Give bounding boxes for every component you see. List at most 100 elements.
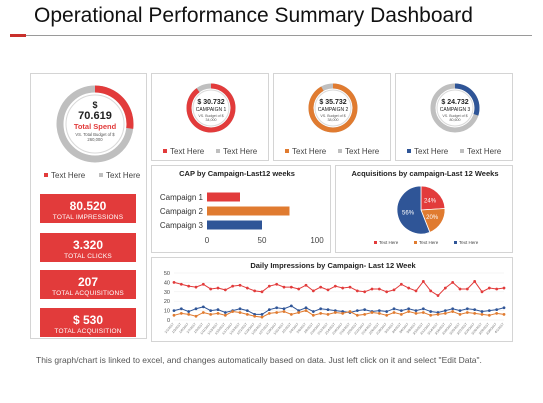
x-tick-label: 3/2/2017 — [384, 322, 395, 334]
data-point — [326, 308, 330, 312]
data-point — [399, 282, 403, 286]
gauge-value: $ 30.732 — [197, 99, 224, 106]
data-point — [223, 313, 227, 317]
kpi-value: 80.520 — [69, 199, 107, 213]
data-point — [238, 307, 242, 311]
data-point — [245, 312, 249, 316]
data-point — [436, 294, 440, 297]
data-point — [326, 288, 330, 292]
bar-category-label: Campaign 1 — [160, 193, 204, 202]
data-point — [377, 309, 381, 312]
data-point — [363, 308, 367, 312]
gauge-inner — [436, 89, 474, 127]
acquisitions-pie-chart: Acquisitions by campaign-Last 12 Weeks 24… — [352, 169, 499, 245]
kpi-label: TOTAL ACQUISITION — [54, 328, 122, 335]
data-point — [216, 312, 220, 315]
x-tick-label: 1/7/2017 — [186, 322, 197, 334]
gauge-inner — [314, 89, 352, 127]
y-tick-label: 40 — [164, 280, 170, 286]
kpi-label: TOTAL IMPRESSIONS — [52, 214, 124, 221]
legend-label: Text Here — [419, 240, 439, 245]
data-point — [201, 305, 205, 309]
data-point — [502, 306, 506, 310]
gauge-fill — [186, 83, 236, 133]
data-point — [267, 308, 271, 312]
data-point — [502, 286, 506, 290]
data-point — [245, 286, 249, 290]
data-point — [348, 310, 352, 313]
x-tick-label: 3/8/2017 — [406, 322, 417, 334]
bar — [207, 206, 290, 216]
data-point — [421, 280, 425, 283]
data-point — [495, 312, 499, 315]
data-point — [421, 307, 425, 311]
y-tick-label: 30 — [164, 290, 170, 296]
data-point — [187, 284, 191, 288]
legend-label: Text Here — [345, 147, 380, 156]
data-point — [297, 287, 301, 291]
legend-label: Text Here — [414, 147, 449, 156]
data-point — [209, 309, 213, 312]
y-tick-label: 0 — [167, 318, 170, 324]
data-point — [289, 304, 293, 308]
data-point — [209, 287, 213, 291]
data-point — [201, 282, 205, 286]
data-point — [304, 283, 308, 287]
data-point — [480, 290, 484, 294]
x-tick-label: 1/5/2017 — [178, 322, 189, 334]
x-tick-label: 1/1/2017 — [164, 322, 175, 334]
legend-swatch-gray — [99, 173, 103, 177]
data-point — [260, 312, 264, 316]
data-point — [487, 286, 491, 290]
data-point — [194, 307, 198, 311]
gauge-sub2: 38,000 — [328, 118, 339, 122]
data-point — [385, 290, 389, 294]
legend-swatch — [338, 149, 342, 153]
data-point — [377, 312, 381, 315]
data-point — [282, 285, 286, 289]
y-tick-label: 20 — [164, 299, 170, 305]
data-point — [436, 312, 440, 316]
data-point — [385, 313, 389, 317]
bar-category-label: Campaign 2 — [160, 207, 204, 216]
total-spend-gauge-fill — [94, 85, 134, 129]
data-point — [216, 286, 220, 290]
kpi-total-acquisitions: 207 TOTAL ACQUISITIONS — [40, 270, 136, 299]
legend-swatch — [414, 241, 417, 244]
bar — [207, 192, 240, 202]
data-point — [355, 313, 359, 317]
gauge-sub1: VS. Budget of $ — [320, 114, 345, 118]
kpi-total-clicks: 3.320 TOTAL CLICKS — [40, 233, 136, 262]
campaign-3-panel: $ 24.732 CAMPAIGN 3 VS. Budget of $80,600 T… — [395, 73, 513, 161]
chart-title: CAP by Campaign-Last12 weeks — [179, 169, 295, 178]
series-line — [173, 305, 505, 315]
data-point — [187, 312, 191, 316]
campaign-1-panel: $ 30.732 CAMPAIGN 1 VS. Budget of $34,000 T… — [151, 73, 269, 161]
legend-label: Text Here — [170, 147, 205, 156]
campaign-2-panel: $ 35.732 CAMPAIGN 2 VS. Budget of $38,000 T… — [273, 73, 391, 161]
footer-note: This graph/chart is linked to excel, and… — [36, 355, 482, 365]
data-point — [385, 310, 389, 313]
legend-swatch-red — [44, 173, 48, 177]
data-point — [429, 313, 433, 317]
kpi-total-acquisition-cost: $ 530 TOTAL ACQUISITION — [40, 308, 136, 337]
data-point — [231, 284, 235, 288]
page-title: Operational Performance Summary Dashboar… — [34, 4, 473, 27]
data-point — [267, 312, 271, 315]
data-point — [451, 310, 455, 313]
gauge-value: $ 35.732 — [319, 99, 346, 106]
legend-swatch — [454, 241, 457, 244]
data-point — [333, 284, 337, 288]
data-point — [473, 308, 477, 312]
data-point — [392, 311, 396, 314]
data-point — [473, 312, 477, 315]
x-tick-label: 2/4/2017 — [288, 322, 299, 334]
data-point — [480, 312, 484, 316]
kpi-label: TOTAL ACQUISITIONS — [52, 290, 124, 297]
data-point — [172, 309, 176, 312]
data-point — [414, 309, 418, 312]
total-spend-value: 70.619 — [78, 110, 112, 122]
data-point — [355, 309, 359, 312]
kpi-label: TOTAL CLICKS — [64, 253, 112, 260]
legend-label: Text Here — [292, 147, 327, 156]
